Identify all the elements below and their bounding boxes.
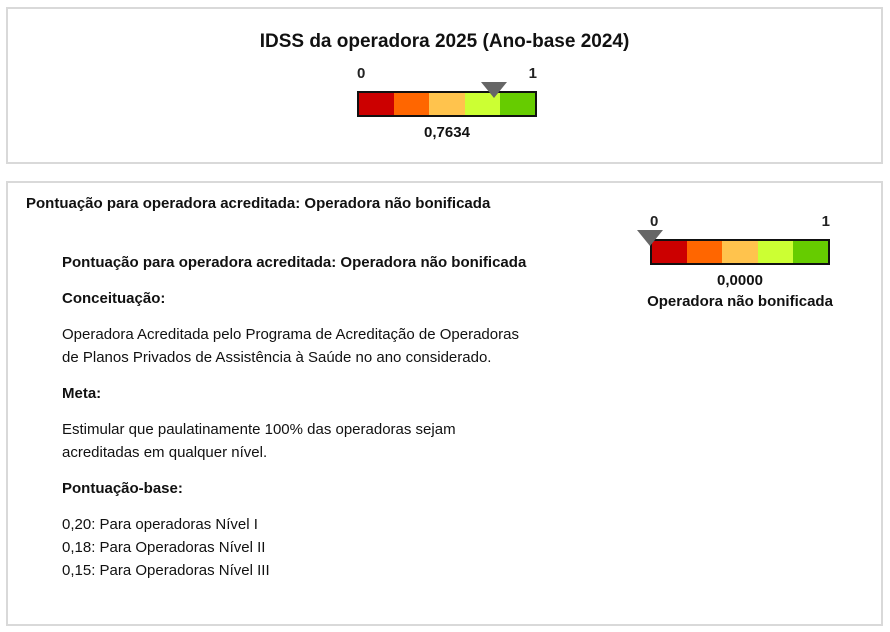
idss-value: 0,7634 [424, 124, 470, 141]
goal-line: acreditadas em qualquer nível. [62, 444, 268, 461]
base-title: Pontuação-base: [62, 480, 183, 497]
accreditation-status: Operadora não bonificada [647, 293, 833, 310]
goal-line: Estimular que paulatinamente 100% das op… [62, 421, 456, 438]
gauge-segment-lime [464, 93, 500, 115]
gauge-max-label: 1 [528, 65, 537, 82]
gauge-max-label: 1 [821, 213, 830, 230]
base-list: 0,20: Para operadoras Nível I 0,18: Para… [62, 513, 582, 582]
concept-line: de Planos Privados de Assistência à Saúd… [62, 349, 492, 366]
gauge-segment-lime [757, 241, 793, 263]
accreditation-panel: Pontuação para operadora acreditada: Ope… [6, 181, 883, 626]
concept-title: Conceituação: [62, 290, 166, 307]
goal-title: Meta: [62, 385, 102, 402]
gauge-segment-green [499, 93, 536, 115]
idss-title: IDSS da operadora 2025 (Ano-base 2024) [259, 31, 630, 52]
accreditation-details: Pontuação para operadora acreditada: Ope… [62, 251, 582, 582]
idss-panel: IDSS da operadora 2025 (Ano-base 2024) 0… [6, 7, 883, 164]
gauge-pointer-icon [481, 82, 508, 98]
gauge-segment-orange [687, 241, 723, 263]
gauge-min-label: 0 [650, 213, 659, 230]
gauge-segment-red [359, 93, 395, 115]
gauge-pointer-icon [637, 230, 663, 246]
gauge-bar [650, 239, 830, 265]
base-item: 0,20: Para operadoras Nível I [62, 516, 258, 533]
gauge-min-label: 0 [357, 65, 366, 82]
base-item: 0,18: Para Operadoras Nível II [62, 539, 266, 556]
section-title: Pontuação para operadora acreditada: Ope… [26, 195, 491, 212]
details-heading: Pontuação para operadora acreditada: Ope… [62, 254, 527, 271]
gauge-segment-orange [394, 93, 430, 115]
gauge-segment-green [792, 241, 829, 263]
gauge-segment-yellow [429, 93, 465, 115]
gauge-bar [357, 91, 537, 117]
concept-line: Operadora Acreditada pelo Programa de Ac… [62, 326, 519, 343]
base-item: 0,15: Para Operadoras Nível III [62, 562, 270, 579]
gauge-segment-yellow [722, 241, 758, 263]
goal-text: Estimular que paulatinamente 100% das op… [62, 418, 582, 464]
concept-text: Operadora Acreditada pelo Programa de Ac… [62, 323, 582, 369]
gauge-segment-red [652, 241, 688, 263]
accreditation-value: 0,0000 [717, 272, 763, 289]
